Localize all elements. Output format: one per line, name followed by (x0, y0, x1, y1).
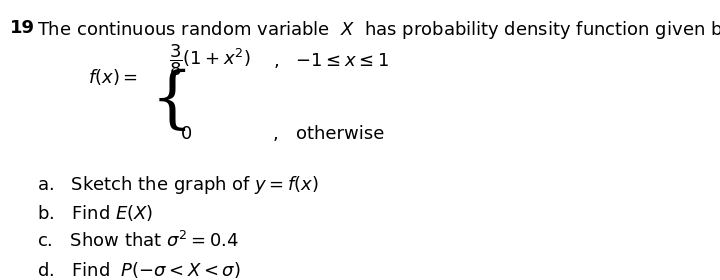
Text: {: { (150, 69, 193, 134)
Text: $0$: $0$ (180, 125, 192, 143)
Text: b.   Find $E(X)$: b. Find $E(X)$ (37, 204, 153, 223)
Text: 19: 19 (9, 19, 35, 37)
Text: $\dfrac{3}{8}(1+x^2)$: $\dfrac{3}{8}(1+x^2)$ (169, 43, 251, 78)
Text: ,   $-1 \leq x \leq 1$: , $-1 \leq x \leq 1$ (272, 51, 389, 70)
Text: a.   Sketch the graph of $y = f(x)$: a. Sketch the graph of $y = f(x)$ (37, 174, 318, 196)
Text: ,   otherwise: , otherwise (272, 125, 384, 143)
Text: The continuous random variable  $X$  has probability density function given by: The continuous random variable $X$ has p… (37, 19, 720, 41)
Text: d.   Find  $P(-\sigma < X < \sigma)$: d. Find $P(-\sigma < X < \sigma)$ (37, 260, 240, 280)
Text: $f(x)=$: $f(x)=$ (88, 67, 138, 87)
Text: c.   Show that $\sigma^2 = 0.4$: c. Show that $\sigma^2 = 0.4$ (37, 231, 238, 251)
